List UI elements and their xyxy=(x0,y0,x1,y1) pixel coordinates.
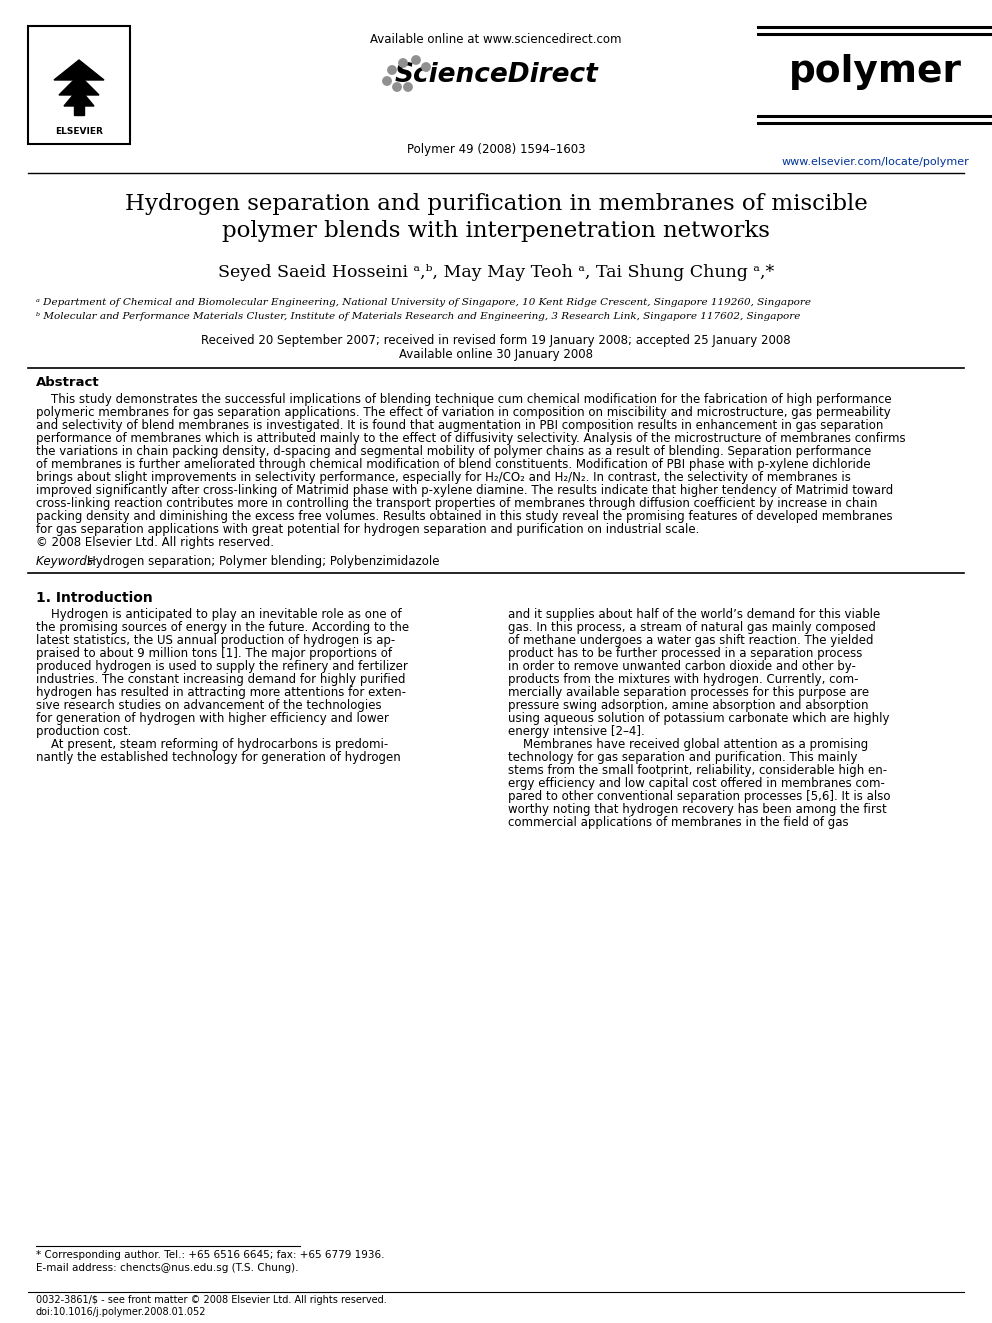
Bar xyxy=(28,26,130,144)
Text: products from the mixtures with hydrogen. Currently, com-: products from the mixtures with hydrogen… xyxy=(508,673,858,687)
Text: using aqueous solution of potassium carbonate which are highly: using aqueous solution of potassium carb… xyxy=(508,712,890,725)
Text: performance of membranes which is attributed mainly to the effect of diffusivity: performance of membranes which is attrib… xyxy=(36,433,906,445)
Text: nantly the established technology for generation of hydrogen: nantly the established technology for ge… xyxy=(36,751,401,763)
Text: Hydrogen separation; Polymer blending; Polybenzimidazole: Hydrogen separation; Polymer blending; P… xyxy=(87,556,439,568)
Text: Hydrogen is anticipated to play an inevitable role as one of: Hydrogen is anticipated to play an inevi… xyxy=(36,609,402,620)
Text: hydrogen has resulted in attracting more attentions for exten-: hydrogen has resulted in attracting more… xyxy=(36,687,406,699)
Text: stems from the small footprint, reliability, considerable high en-: stems from the small footprint, reliabil… xyxy=(508,763,887,777)
Text: and it supplies about half of the world’s demand for this viable: and it supplies about half of the world’… xyxy=(508,609,880,620)
Text: of membranes is further ameliorated through chemical modification of blend const: of membranes is further ameliorated thro… xyxy=(36,458,871,471)
Text: produced hydrogen is used to supply the refinery and fertilizer: produced hydrogen is used to supply the … xyxy=(36,660,408,673)
Text: energy intensive [2–4].: energy intensive [2–4]. xyxy=(508,725,645,738)
Text: sive research studies on advancement of the technologies: sive research studies on advancement of … xyxy=(36,699,382,712)
Text: and selectivity of blend membranes is investigated. It is found that augmentatio: and selectivity of blend membranes is in… xyxy=(36,419,883,433)
Text: Membranes have received global attention as a promising: Membranes have received global attention… xyxy=(508,738,868,751)
Text: commercial applications of membranes in the field of gas: commercial applications of membranes in … xyxy=(508,816,848,830)
Text: E-mail address: chencts@nus.edu.sg (T.S. Chung).: E-mail address: chencts@nus.edu.sg (T.S.… xyxy=(36,1263,299,1273)
Circle shape xyxy=(393,83,401,91)
Text: production cost.: production cost. xyxy=(36,725,131,738)
Text: ELSEVIER: ELSEVIER xyxy=(56,127,103,136)
Text: doi:10.1016/j.polymer.2008.01.052: doi:10.1016/j.polymer.2008.01.052 xyxy=(36,1307,206,1316)
Text: Received 20 September 2007; received in revised form 19 January 2008; accepted 2: Received 20 September 2007; received in … xyxy=(201,333,791,347)
Text: pressure swing adsorption, amine absorption and absorption: pressure swing adsorption, amine absorpt… xyxy=(508,699,869,712)
Text: Seyed Saeid Hosseini ᵃ,ᵇ, May May Teoh ᵃ, Tai Shung Chung ᵃ,*: Seyed Saeid Hosseini ᵃ,ᵇ, May May Teoh ᵃ… xyxy=(218,265,774,280)
Text: product has to be further processed in a separation process: product has to be further processed in a… xyxy=(508,647,862,660)
Text: Polymer 49 (2008) 1594–1603: Polymer 49 (2008) 1594–1603 xyxy=(407,143,585,156)
Text: brings about slight improvements in selectivity performance, especially for H₂/C: brings about slight improvements in sele… xyxy=(36,471,851,484)
Text: improved significantly after cross-linking of Matrimid phase with p-xylene diami: improved significantly after cross-linki… xyxy=(36,484,893,497)
Text: 0032-3861/$ - see front matter © 2008 Elsevier Ltd. All rights reserved.: 0032-3861/$ - see front matter © 2008 El… xyxy=(36,1295,387,1304)
Bar xyxy=(74,95,84,115)
Text: ergy efficiency and low capital cost offered in membranes com-: ergy efficiency and low capital cost off… xyxy=(508,777,885,790)
Text: www.elsevier.com/locate/polymer: www.elsevier.com/locate/polymer xyxy=(781,157,969,167)
Text: pared to other conventional separation processes [5,6]. It is also: pared to other conventional separation p… xyxy=(508,790,891,803)
Text: polymer: polymer xyxy=(789,54,961,90)
Text: praised to about 9 million tons [1]. The major proportions of: praised to about 9 million tons [1]. The… xyxy=(36,647,392,660)
Circle shape xyxy=(383,77,391,85)
Text: in order to remove unwanted carbon dioxide and other by-: in order to remove unwanted carbon dioxi… xyxy=(508,660,856,673)
Text: ScienceDirect: ScienceDirect xyxy=(394,62,598,89)
Text: At present, steam reforming of hydrocarbons is predomi-: At present, steam reforming of hydrocarb… xyxy=(36,738,388,751)
Text: technology for gas separation and purification. This mainly: technology for gas separation and purifi… xyxy=(508,751,857,763)
Text: Available online at www.sciencedirect.com: Available online at www.sciencedirect.co… xyxy=(370,33,622,46)
Text: Available online 30 January 2008: Available online 30 January 2008 xyxy=(399,348,593,361)
Text: for gas separation applications with great potential for hydrogen separation and: for gas separation applications with gre… xyxy=(36,523,699,536)
Text: polymer blends with interpenetration networks: polymer blends with interpenetration net… xyxy=(222,220,770,242)
Text: This study demonstrates the successful implications of blending technique cum ch: This study demonstrates the successful i… xyxy=(36,393,892,406)
Circle shape xyxy=(399,58,407,67)
Text: Abstract: Abstract xyxy=(36,376,99,389)
Polygon shape xyxy=(54,60,104,79)
Circle shape xyxy=(412,56,421,65)
Text: cross-linking reaction contributes more in controlling the transport properties : cross-linking reaction contributes more … xyxy=(36,497,878,509)
Text: of methane undergoes a water gas shift reaction. The yielded: of methane undergoes a water gas shift r… xyxy=(508,634,874,647)
Text: for generation of hydrogen with higher efficiency and lower: for generation of hydrogen with higher e… xyxy=(36,712,389,725)
Circle shape xyxy=(422,62,431,71)
Text: ᵇ Molecular and Performance Materials Cluster, Institute of Materials Research a: ᵇ Molecular and Performance Materials Cl… xyxy=(36,312,801,321)
Text: mercially available separation processes for this purpose are: mercially available separation processes… xyxy=(508,687,869,699)
Text: packing density and diminishing the excess free volumes. Results obtained in thi: packing density and diminishing the exce… xyxy=(36,509,893,523)
Text: the variations in chain packing density, d-spacing and segmental mobility of pol: the variations in chain packing density,… xyxy=(36,445,871,458)
Text: the promising sources of energy in the future. According to the: the promising sources of energy in the f… xyxy=(36,620,409,634)
Text: polymeric membranes for gas separation applications. The effect of variation in : polymeric membranes for gas separation a… xyxy=(36,406,891,419)
Text: 1. Introduction: 1. Introduction xyxy=(36,591,153,605)
Text: Hydrogen separation and purification in membranes of miscible: Hydrogen separation and purification in … xyxy=(125,193,867,216)
Text: * Corresponding author. Tel.: +65 6516 6645; fax: +65 6779 1936.: * Corresponding author. Tel.: +65 6516 6… xyxy=(36,1250,385,1259)
Text: gas. In this process, a stream of natural gas mainly composed: gas. In this process, a stream of natura… xyxy=(508,620,876,634)
Circle shape xyxy=(388,66,396,74)
Circle shape xyxy=(404,83,413,91)
Text: Keywords:: Keywords: xyxy=(36,556,101,568)
Text: industries. The constant increasing demand for highly purified: industries. The constant increasing dema… xyxy=(36,673,406,687)
Text: worthy noting that hydrogen recovery has been among the first: worthy noting that hydrogen recovery has… xyxy=(508,803,887,816)
Text: © 2008 Elsevier Ltd. All rights reserved.: © 2008 Elsevier Ltd. All rights reserved… xyxy=(36,536,274,549)
Text: latest statistics, the US annual production of hydrogen is ap-: latest statistics, the US annual product… xyxy=(36,634,395,647)
Polygon shape xyxy=(59,75,99,95)
Text: ᵃ Department of Chemical and Biomolecular Engineering, National University of Si: ᵃ Department of Chemical and Biomolecula… xyxy=(36,298,811,307)
Polygon shape xyxy=(64,89,94,106)
